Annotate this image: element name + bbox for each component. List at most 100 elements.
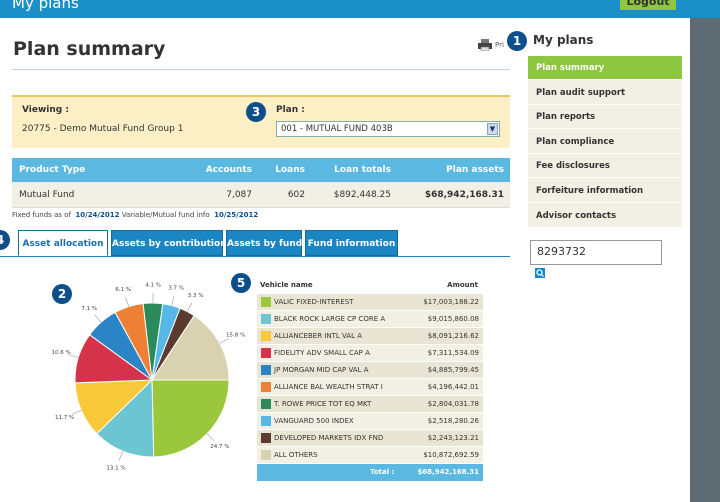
- fund-row: [257, 413, 483, 430]
- date: 10/25/2012: [214, 211, 259, 219]
- swatch: [261, 297, 271, 307]
- pie-label: 15.8 %: [226, 332, 245, 338]
- plan-select[interactable]: 001 - MUTUAL FUND 403B: [276, 121, 500, 137]
- table-cell: Mutual Fund: [19, 190, 75, 200]
- sidebar-title: My plans: [533, 33, 594, 47]
- select-arrow[interactable]: ▼: [487, 123, 498, 135]
- print-icon[interactable]: [478, 39, 492, 51]
- leader-line: [187, 302, 193, 312]
- print-link[interactable]: Pri: [495, 41, 504, 49]
- table-header: Loans: [275, 165, 305, 175]
- tab[interactable]: Assets by contribution: [111, 230, 227, 256]
- tab[interactable]: Assets by fund: [226, 230, 302, 256]
- swatch: [261, 331, 271, 341]
- swatch: [261, 382, 271, 392]
- viewing-label: Viewing :: [22, 105, 69, 115]
- leader-line: [118, 451, 124, 461]
- fund-name: ALLIANCEBER INTL VAL A: [274, 332, 363, 340]
- search-icon[interactable]: [535, 268, 545, 278]
- table-cell: 7,087: [226, 190, 252, 200]
- fund-name: VALIC FIXED-INTEREST: [274, 298, 354, 306]
- total-row: [257, 464, 483, 481]
- sidebar-item[interactable]: Forfeiture information: [528, 179, 682, 203]
- sidebar-item[interactable]: Plan audit support: [528, 80, 682, 105]
- fund-name: BLACK ROCK LARGE CP CORE A: [274, 315, 386, 323]
- leader-line: [219, 338, 229, 344]
- fund-row: [257, 396, 483, 413]
- fund-amount: $8,091,216.62: [427, 332, 479, 340]
- fund-amount: $4,196,442.01: [427, 383, 479, 391]
- leader-line: [171, 295, 175, 306]
- leader-line: [94, 314, 102, 323]
- pie-slice: [151, 314, 230, 381]
- fund-row: [257, 447, 483, 464]
- fund-name: ALLIANCE BAL WEALTH STRAT I: [274, 383, 383, 391]
- fund-row: [257, 345, 483, 362]
- viewing-value: 20775 - Demo Mutual Fund Group 1: [22, 124, 184, 134]
- pie-slice: [96, 378, 155, 458]
- fund-name: ALL OTHERS: [274, 451, 318, 459]
- table-cell: $892,448.25: [333, 190, 391, 200]
- badge: 5: [231, 273, 251, 293]
- tab[interactable]: Fund information: [305, 230, 398, 256]
- fund-row: [257, 362, 483, 379]
- tab[interactable]: Asset allocation: [18, 230, 108, 256]
- pie-label: 6.1 %: [115, 287, 131, 293]
- fund-amount: $17,003,188.22: [423, 298, 479, 306]
- table-header: Loan totals: [334, 165, 391, 175]
- swatch: [261, 399, 271, 409]
- table-header: Product Type: [19, 165, 86, 175]
- leader-line: [71, 410, 82, 415]
- summary-row: [12, 182, 510, 208]
- fund-row: [257, 430, 483, 447]
- summary-header: [12, 158, 510, 182]
- pie-label: 3.3 %: [188, 293, 204, 299]
- pie-label: 10.6 %: [51, 350, 70, 356]
- fund-row: [257, 379, 483, 396]
- badge: 1: [507, 31, 527, 51]
- badge: 4: [0, 230, 10, 250]
- swatch: [261, 433, 271, 443]
- title-rule: [12, 69, 510, 70]
- sidebar-item[interactable]: Plan summary: [528, 56, 682, 80]
- footnote: Fixed funds as of 10/24/2012 Variable/Mu…: [12, 211, 258, 219]
- swatch: [261, 416, 271, 426]
- app-title: My plans: [12, 0, 79, 12]
- total-amount: $68,942,168.31: [417, 468, 479, 476]
- fund-amount: $9,015,860.08: [427, 315, 479, 323]
- logout-button[interactable]: Logout: [620, 0, 676, 10]
- fund-row: [257, 294, 483, 311]
- page-title: Plan summary: [13, 38, 166, 60]
- fund-row: [257, 311, 483, 328]
- swatch: [261, 348, 271, 358]
- leader-line: [68, 354, 79, 358]
- total-label: Total :: [370, 468, 395, 476]
- fund-amount: $2,804,031.78: [427, 400, 479, 408]
- table-cell: $68,942,168.31: [424, 190, 504, 200]
- pie-chart: 24.7 % 13.1 % 11.7 % 10.6 % 7.1 % 6.1 % 4.1 % 3…: [51, 283, 245, 472]
- footnote-text: Variable/Mutual fund info: [121, 211, 210, 219]
- badge: 3: [246, 102, 266, 122]
- pie-label: 13.1 %: [106, 465, 125, 471]
- fund-name: DEVELOPED MARKETS IDX FND: [274, 434, 384, 442]
- fund-name: VANGUARD 500 INDEX: [274, 417, 354, 425]
- sidebar-item[interactable]: Fee disclosures: [528, 154, 682, 179]
- pie-label: 7.1 %: [81, 306, 97, 312]
- sidebar-item[interactable]: Plan reports: [528, 105, 682, 130]
- right-edge: [690, 18, 720, 502]
- col-header: Vehicle name: [260, 281, 313, 289]
- pie-label: 24.7 %: [210, 444, 229, 450]
- search-input[interactable]: 8293732: [530, 240, 662, 265]
- table-header: Accounts: [205, 165, 252, 175]
- fund-amount: $10,872,692.59: [423, 451, 479, 459]
- swatch: [261, 365, 271, 375]
- swatch: [261, 314, 271, 324]
- sidebar-item[interactable]: Advisor contacts: [528, 203, 682, 228]
- table-header: Plan assets: [446, 165, 504, 175]
- fund-row: [257, 328, 483, 345]
- fund-name: FIDELITY ADV SMALL CAP A: [274, 349, 370, 357]
- pie-label: 4.1 %: [145, 283, 161, 289]
- sidebar-item[interactable]: Plan compliance: [528, 129, 682, 154]
- pie-label: 3.7 %: [168, 286, 184, 292]
- fund-name: JP MORGAN MID CAP VAL A: [274, 366, 369, 374]
